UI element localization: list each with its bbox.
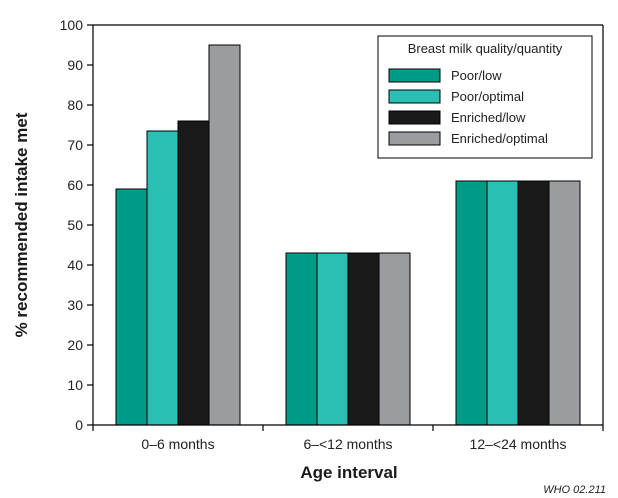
y-tick-label: 0 (75, 417, 83, 433)
legend-swatch (388, 110, 441, 125)
bar (347, 252, 380, 426)
legend-swatch (388, 89, 441, 104)
y-tick-label: 20 (67, 337, 83, 353)
y-ticks-group: 0 10 20 30 40 50 60 70 80 90 100 (60, 17, 93, 433)
legend-title: Breast milk quality/quantity (408, 41, 563, 56)
bar (455, 180, 488, 426)
bar (177, 120, 210, 426)
bar (517, 180, 550, 426)
y-tick-label: 10 (67, 377, 83, 393)
bar (548, 180, 581, 426)
bar (208, 44, 241, 426)
legend-label: Enriched/low (451, 110, 526, 125)
x-ticks-group: 0–6 months 6–<12 months 12–<24 months (92, 425, 604, 452)
credit-label: WHO 02.211 (543, 484, 606, 496)
y-axis-title: % recommended intake met (12, 112, 31, 337)
y-tick-label: 80 (67, 97, 83, 113)
y-tick-label: 60 (67, 177, 83, 193)
bar (378, 252, 411, 426)
x-tick-label: 6–<12 months (303, 436, 392, 452)
x-tick-label: 12–<24 months (470, 436, 567, 452)
x-tick-label: 0–6 months (141, 436, 214, 452)
bar (115, 188, 148, 426)
y-tick-label: 70 (67, 137, 83, 153)
legend-swatch (388, 68, 441, 83)
y-tick-label: 40 (67, 257, 83, 273)
bar (486, 180, 519, 426)
legend-swatch (388, 131, 441, 146)
bar (146, 130, 179, 426)
y-tick-label: 90 (67, 57, 83, 73)
legend-label: Poor/low (451, 68, 502, 83)
bar (316, 252, 349, 426)
bar (285, 252, 318, 426)
legend-label: Poor/optimal (451, 89, 524, 104)
y-tick-label: 100 (60, 17, 84, 33)
bars-group (115, 44, 581, 426)
x-axis-title: Age interval (300, 463, 397, 482)
y-tick-label: 30 (67, 297, 83, 313)
legend-label: Enriched/optimal (451, 131, 548, 146)
legend: Breast milk quality/quantity Poor/lowPoo… (377, 35, 593, 159)
y-tick-label: 50 (67, 217, 83, 233)
legend-items: Poor/low Poor/optimal Enriched/low Enriched… (388, 68, 548, 146)
